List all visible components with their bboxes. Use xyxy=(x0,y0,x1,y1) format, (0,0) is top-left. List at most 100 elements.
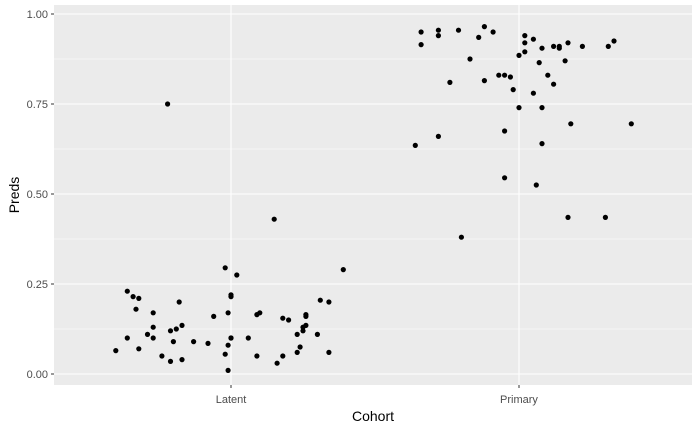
data-point xyxy=(481,78,487,84)
data-point xyxy=(170,339,176,345)
data-point xyxy=(113,348,119,354)
data-point xyxy=(611,38,617,44)
data-point xyxy=(133,306,139,312)
data-point xyxy=(326,349,332,355)
data-point xyxy=(228,292,234,298)
data-point xyxy=(280,353,286,359)
data-point xyxy=(490,29,496,35)
y-tick-label: 0.50 xyxy=(27,189,48,201)
grid-major-lines xyxy=(54,5,692,385)
data-point xyxy=(191,339,197,345)
data-point xyxy=(234,272,240,278)
data-point xyxy=(556,45,562,51)
data-point xyxy=(539,141,545,147)
data-point xyxy=(533,182,539,188)
data-point xyxy=(565,40,571,46)
data-point xyxy=(179,322,185,328)
data-point xyxy=(222,351,228,357)
data-point xyxy=(568,121,574,127)
data-point xyxy=(435,133,441,139)
data-point xyxy=(605,43,611,50)
data-point xyxy=(496,72,502,78)
data-point xyxy=(280,315,286,321)
data-point xyxy=(144,331,151,337)
data-point xyxy=(286,317,292,323)
data-point xyxy=(562,58,568,64)
data-point xyxy=(314,331,320,337)
data-point xyxy=(476,34,482,41)
data-point xyxy=(173,326,179,332)
y-tick-label: 0.00 xyxy=(27,369,48,381)
data-point xyxy=(510,87,516,93)
data-point xyxy=(294,349,300,355)
data-point xyxy=(225,367,231,373)
data-point xyxy=(412,142,418,148)
data-point xyxy=(165,101,171,107)
data-point xyxy=(254,353,260,359)
data-point xyxy=(136,346,142,352)
y-tick-label: 1.00 xyxy=(27,9,48,21)
x-tick-label: Latent xyxy=(216,394,247,406)
data-point xyxy=(418,29,424,35)
data-point xyxy=(271,216,277,222)
data-point xyxy=(274,360,280,366)
data-point xyxy=(300,328,306,334)
data-point xyxy=(225,342,231,348)
x-axis-ticks: Latent Primary xyxy=(216,385,538,406)
data-point xyxy=(130,294,136,300)
data-point xyxy=(602,214,609,220)
data-point xyxy=(565,214,571,220)
data-point xyxy=(257,310,263,316)
data-point xyxy=(502,128,508,134)
data-points xyxy=(113,24,634,373)
data-point xyxy=(522,49,528,55)
data-point xyxy=(167,358,174,364)
data-point xyxy=(530,36,537,42)
data-point xyxy=(326,299,332,305)
y-tick-label: 0.25 xyxy=(27,279,48,291)
x-tick-label: Primary xyxy=(500,394,538,406)
data-point xyxy=(536,60,542,66)
data-point xyxy=(455,27,462,33)
data-point xyxy=(435,33,441,39)
data-point xyxy=(205,340,211,346)
data-point xyxy=(150,324,156,330)
data-point xyxy=(516,105,522,111)
data-point xyxy=(539,45,545,51)
plot-panel xyxy=(54,5,692,385)
data-point xyxy=(303,322,309,328)
y-axis-ticks: 0.00 0.25 0.50 0.75 1.00 xyxy=(27,9,54,381)
data-point xyxy=(124,335,130,341)
data-point xyxy=(124,288,130,294)
data-point xyxy=(435,27,441,33)
data-point xyxy=(539,105,545,111)
data-point xyxy=(507,74,513,80)
data-point xyxy=(522,40,528,46)
data-point xyxy=(303,313,309,319)
data-point xyxy=(136,295,142,301)
data-point xyxy=(522,33,528,39)
data-point xyxy=(150,335,156,341)
data-point xyxy=(502,72,508,78)
data-point xyxy=(502,175,508,181)
data-point xyxy=(317,297,323,303)
data-point xyxy=(545,72,551,78)
data-point xyxy=(167,328,174,334)
grid-minor-lines xyxy=(54,58,692,330)
data-point xyxy=(551,43,557,50)
data-point xyxy=(228,335,234,341)
data-point xyxy=(225,310,231,316)
data-point xyxy=(551,81,557,87)
data-point xyxy=(579,43,586,50)
data-point xyxy=(481,24,487,30)
data-point xyxy=(176,299,182,305)
y-axis-title: Preds xyxy=(6,177,22,214)
data-point xyxy=(458,234,464,240)
data-point xyxy=(628,121,634,127)
data-point xyxy=(159,353,165,359)
data-point xyxy=(447,79,453,85)
data-point xyxy=(179,357,185,363)
data-point xyxy=(530,90,537,96)
data-point xyxy=(418,42,424,48)
